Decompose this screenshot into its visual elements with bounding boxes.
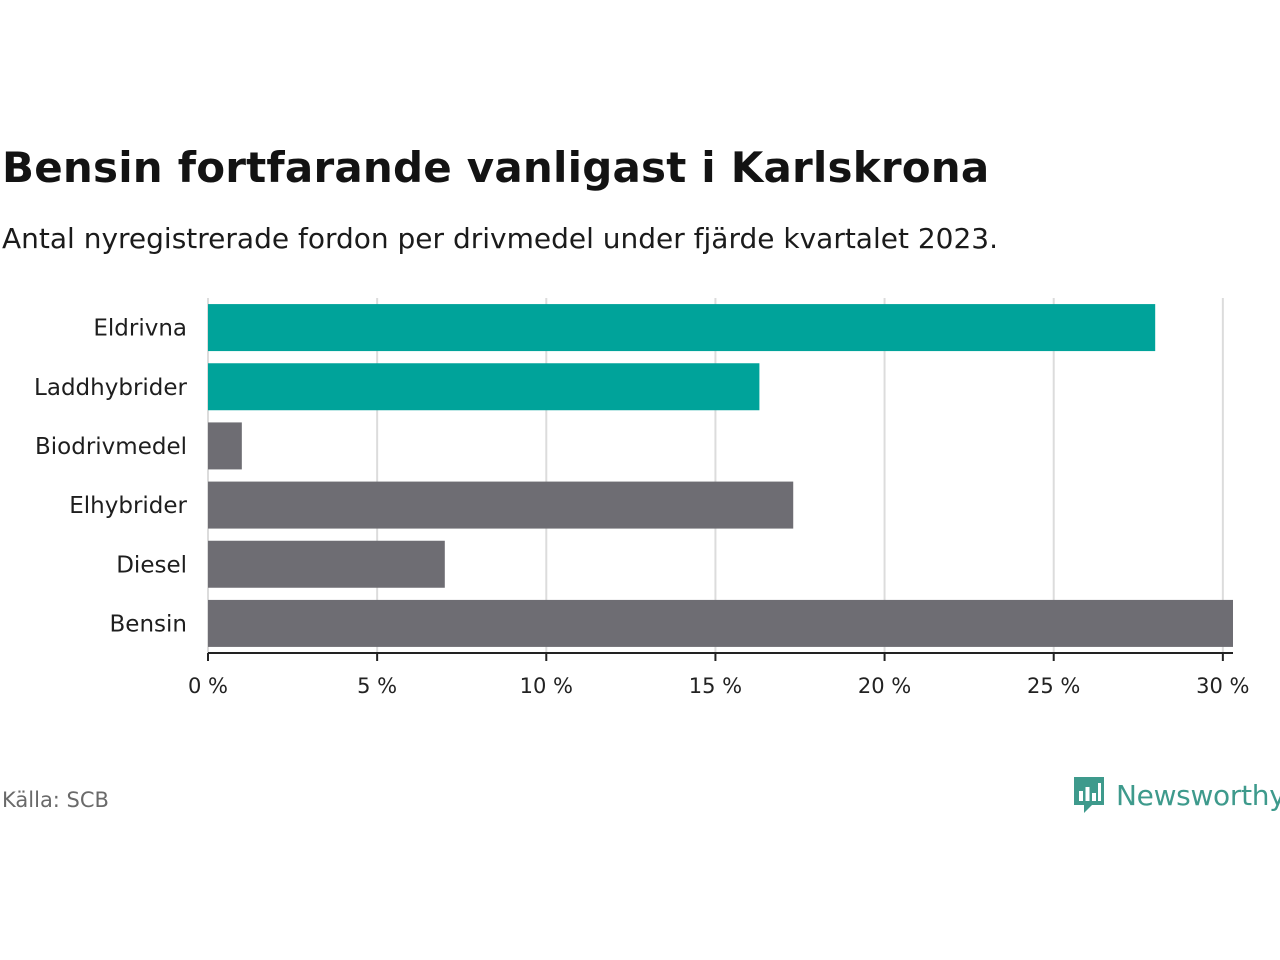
source-note: Källa: SCB	[2, 788, 109, 812]
category-label: Eldrivna	[93, 316, 187, 342]
x-tick-label: 5 %	[357, 674, 397, 698]
category-labels: Eldrivna Laddhybrider Biodrivmedel Elhybrid…	[34, 316, 187, 638]
bar-eldrivna	[208, 304, 1156, 352]
bars	[208, 304, 1233, 647]
x-tick-label: 30 %	[1196, 674, 1249, 698]
bar-bensin	[208, 599, 1233, 647]
category-label: Diesel	[116, 552, 187, 578]
chart-subtitle: Antal nyregistrerade fordon per drivmede…	[2, 222, 999, 255]
chart-title: Bensin fortfarande vanligast i Karlskron…	[2, 143, 990, 192]
category-label: Laddhybrider	[34, 375, 187, 401]
category-label: Bensin	[110, 611, 187, 637]
bar-laddhybrider	[208, 363, 760, 411]
x-tick-label: 20 %	[858, 674, 911, 698]
x-tick-label: 0 %	[188, 674, 228, 698]
grid-lines	[207, 298, 1224, 653]
x-tick-label: 25 %	[1027, 674, 1080, 698]
newsworthy-logo: Newsworthy	[1072, 775, 1280, 815]
x-tick-label: 10 %	[520, 674, 573, 698]
bar-diesel	[208, 540, 445, 588]
bar-biodrivmedel	[208, 422, 242, 470]
category-label: Elhybrider	[69, 493, 187, 519]
newsworthy-logo-icon	[1074, 777, 1104, 813]
x-axis: 0 % 5 % 10 % 15 % 20 % 25 % 30 %	[188, 652, 1250, 698]
category-label: Biodrivmedel	[35, 434, 187, 460]
bar-elhybrider	[208, 481, 794, 529]
newsworthy-logo-text: Newsworthy	[1116, 778, 1280, 812]
x-tick-label: 15 %	[689, 674, 742, 698]
